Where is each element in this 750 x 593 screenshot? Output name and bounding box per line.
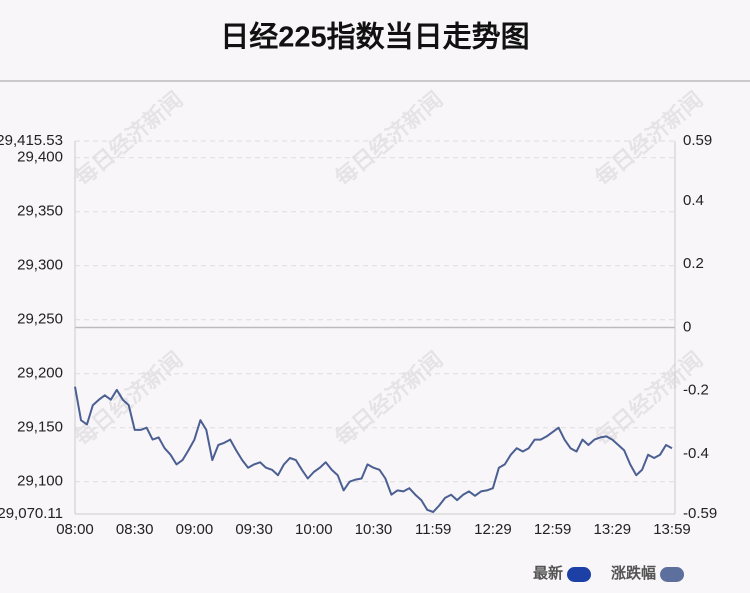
x-tick-label: 13:59 xyxy=(653,521,691,538)
y-tick-label: 29,350 xyxy=(17,203,63,220)
chart-title: 日经225指数当日走势图 xyxy=(220,20,529,54)
y-tick-label: 29,400 xyxy=(17,149,63,166)
x-tick-label: 10:30 xyxy=(355,521,393,538)
y-tick-label: 29,250 xyxy=(17,311,63,328)
x-tick-label: 08:30 xyxy=(116,521,154,538)
x-tick-label: 13:29 xyxy=(594,521,632,538)
y2-tick-label: 0 xyxy=(683,318,691,335)
y2-tick-label: 0.59 xyxy=(683,132,712,149)
y-tick-label: 29,100 xyxy=(17,473,63,490)
x-tick-label: 11:59 xyxy=(415,521,451,538)
legend-label: 最新 xyxy=(533,564,563,582)
y2-tick-label: 0.2 xyxy=(683,255,704,272)
legend-swatch xyxy=(567,567,592,582)
price-line xyxy=(74,386,673,513)
y-tick-label: 29,150 xyxy=(17,419,63,436)
y2-tick-label: -0.2 xyxy=(683,382,709,399)
legend-swatch xyxy=(660,567,685,582)
y-tick-label: 29,070.11 xyxy=(0,505,63,522)
x-tick-label: 09:30 xyxy=(235,521,273,538)
x-tick-label: 09:00 xyxy=(176,521,214,538)
x-tick-label: 12:29 xyxy=(474,521,512,538)
y-tick-label: 29,200 xyxy=(17,365,63,382)
x-tick-label: 12:59 xyxy=(534,521,572,538)
y2-tick-label: -0.59 xyxy=(683,505,717,522)
legend-label: 涨跌幅 xyxy=(611,564,656,582)
y2-tick-label: 0.4 xyxy=(683,192,704,209)
x-tick-label: 10:00 xyxy=(295,521,333,538)
y-tick-label: 29,415.53 xyxy=(0,132,63,149)
y-tick-label: 29,300 xyxy=(17,257,63,274)
y2-tick-label: -0.4 xyxy=(683,445,709,462)
x-tick-label: 08:00 xyxy=(56,521,94,538)
